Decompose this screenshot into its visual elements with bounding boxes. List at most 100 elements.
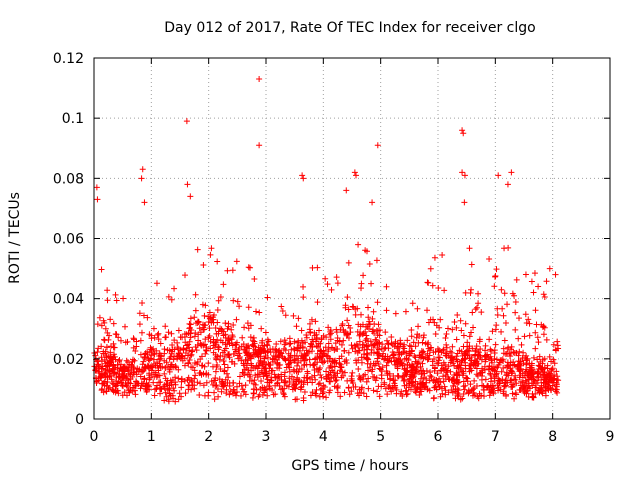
data-point — [356, 347, 363, 354]
data-point — [460, 378, 467, 385]
data-point — [229, 333, 236, 340]
data-point — [222, 331, 229, 338]
data-point — [531, 270, 538, 277]
data-point — [249, 394, 256, 401]
data-point — [186, 382, 193, 389]
data-point — [541, 376, 548, 383]
data-point — [290, 312, 297, 319]
data-point — [412, 388, 419, 395]
x-tick-label: 9 — [606, 429, 615, 445]
data-point — [485, 366, 492, 373]
data-point — [460, 130, 467, 137]
data-point — [362, 337, 369, 344]
data-point — [521, 382, 528, 389]
data-point — [494, 305, 501, 312]
data-point — [501, 337, 508, 344]
data-point — [438, 367, 445, 374]
data-point — [435, 381, 442, 388]
data-point — [341, 347, 348, 354]
data-point — [250, 334, 257, 341]
data-point — [192, 307, 199, 314]
data-point — [407, 386, 414, 393]
data-point — [475, 360, 482, 367]
data-point — [318, 335, 325, 342]
data-point — [233, 258, 240, 265]
data-point — [372, 377, 379, 384]
data-point — [534, 334, 541, 341]
data-point — [427, 265, 434, 272]
data-point — [185, 382, 192, 389]
data-point — [245, 304, 252, 311]
data-point — [225, 336, 232, 343]
data-point — [376, 332, 383, 339]
data-point — [132, 383, 139, 390]
data-point — [155, 379, 162, 386]
data-point — [360, 354, 367, 361]
data-point — [104, 297, 111, 304]
data-point — [323, 368, 330, 375]
data-point — [532, 329, 539, 336]
data-point — [435, 354, 442, 361]
data-point — [307, 392, 314, 399]
data-point — [424, 386, 431, 393]
data-point — [92, 352, 99, 359]
data-point — [390, 352, 397, 359]
data-point — [94, 349, 101, 356]
data-point — [111, 369, 118, 376]
data-point — [417, 363, 424, 370]
data-point — [487, 389, 494, 396]
data-point — [383, 362, 390, 369]
data-point — [459, 169, 466, 176]
data-point — [214, 385, 221, 392]
data-point — [431, 394, 438, 401]
data-point — [98, 343, 105, 350]
data-point — [281, 369, 288, 376]
data-point — [328, 286, 335, 293]
data-point — [370, 308, 377, 315]
x-axis-label: GPS time / hours — [291, 458, 408, 474]
data-point — [155, 330, 162, 337]
data-point — [251, 351, 258, 358]
data-point — [243, 343, 250, 350]
data-point — [138, 382, 145, 389]
data-point — [486, 336, 493, 343]
data-point — [141, 199, 148, 206]
data-point — [240, 362, 247, 369]
data-point — [487, 346, 494, 353]
data-point — [413, 364, 420, 371]
data-point — [169, 364, 176, 371]
data-point — [406, 376, 413, 383]
data-point — [286, 335, 293, 342]
data-point — [183, 342, 190, 349]
data-point — [340, 337, 347, 344]
data-point — [469, 309, 476, 316]
data-point — [258, 377, 265, 384]
data-point — [466, 348, 473, 355]
data-point — [392, 310, 399, 317]
data-point — [106, 362, 113, 369]
data-point — [416, 380, 423, 387]
data-point — [536, 353, 543, 360]
data-point — [210, 319, 217, 326]
data-point — [262, 352, 269, 359]
data-point — [168, 381, 175, 388]
data-point — [406, 342, 413, 349]
data-point — [541, 324, 548, 331]
data-point — [318, 358, 325, 365]
data-point — [521, 333, 528, 340]
data-point — [186, 377, 193, 384]
data-point — [261, 342, 268, 349]
data-point — [264, 336, 271, 343]
data-point — [455, 393, 462, 400]
data-point — [146, 376, 153, 383]
data-point — [102, 370, 109, 377]
data-point — [375, 340, 382, 347]
data-point — [454, 385, 461, 392]
data-point — [233, 316, 240, 323]
data-point — [193, 347, 200, 354]
data-point — [157, 390, 164, 397]
x-tick-label: 5 — [376, 429, 385, 445]
data-point — [195, 318, 202, 325]
data-point — [210, 363, 217, 370]
data-point — [254, 365, 261, 372]
